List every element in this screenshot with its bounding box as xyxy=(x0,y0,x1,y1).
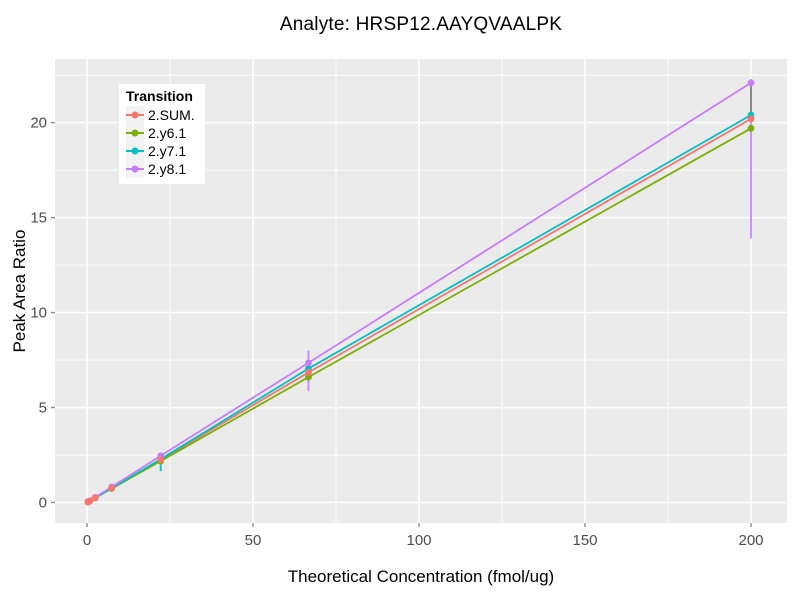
data-point xyxy=(86,497,94,505)
legend-key-icon xyxy=(126,160,144,178)
legend-entry-label: 2.y8.1 xyxy=(148,161,187,177)
legend-key-icon xyxy=(126,106,144,124)
data-point xyxy=(305,368,312,376)
x-axis-label: Theoretical Concentration (fmol/ug) xyxy=(287,567,555,586)
legend-entry: 2.y6.1 xyxy=(126,124,195,142)
legend-entry: 2.y7.1 xyxy=(126,142,195,160)
y-tick-label: 20 xyxy=(30,115,47,132)
axis-ticks xyxy=(51,121,752,527)
data-point xyxy=(747,115,755,123)
x-tick-label: 150 xyxy=(572,532,597,549)
legend-title: Transition xyxy=(126,88,193,104)
y-tick-label: 5 xyxy=(39,400,47,417)
x-tick-label: 0 xyxy=(83,532,91,549)
y-tick-label: 0 xyxy=(39,494,47,511)
data-point xyxy=(157,456,165,464)
tick-labels: 0 50 100 150 200 0 5 10 15 20 xyxy=(30,115,763,549)
legend-entry: 2.SUM. xyxy=(126,106,195,124)
legend: Transition 2.SUM. 2.y6.1 2.y7.1 2.y8.1 xyxy=(119,84,205,184)
data-point xyxy=(747,124,755,132)
data-point xyxy=(91,494,99,502)
y-tick-label: 10 xyxy=(30,305,47,322)
data-point xyxy=(747,79,755,87)
data-points xyxy=(84,79,755,506)
legend-entry-label: 2.y7.1 xyxy=(148,143,187,159)
x-tick-label: 50 xyxy=(245,532,262,549)
legend-key-icon xyxy=(126,124,144,142)
plot-title: Analyte: HRSP12.AAYQVAALPK xyxy=(279,14,563,35)
major-gridlines xyxy=(55,59,787,523)
legend-entry: 2.y8.1 xyxy=(126,160,195,178)
x-tick-label: 100 xyxy=(406,532,431,549)
data-point xyxy=(108,484,116,492)
data-point xyxy=(305,373,312,381)
data-point xyxy=(305,359,312,367)
x-tick-label: 200 xyxy=(738,532,763,549)
legend-entry-label: 2.y6.1 xyxy=(148,125,187,141)
y-axis-label: Peak Area Ratio xyxy=(10,229,29,353)
legend-entry-label: 2.SUM. xyxy=(148,107,195,123)
y-tick-label: 15 xyxy=(30,210,47,227)
legend-key-icon xyxy=(126,142,144,160)
